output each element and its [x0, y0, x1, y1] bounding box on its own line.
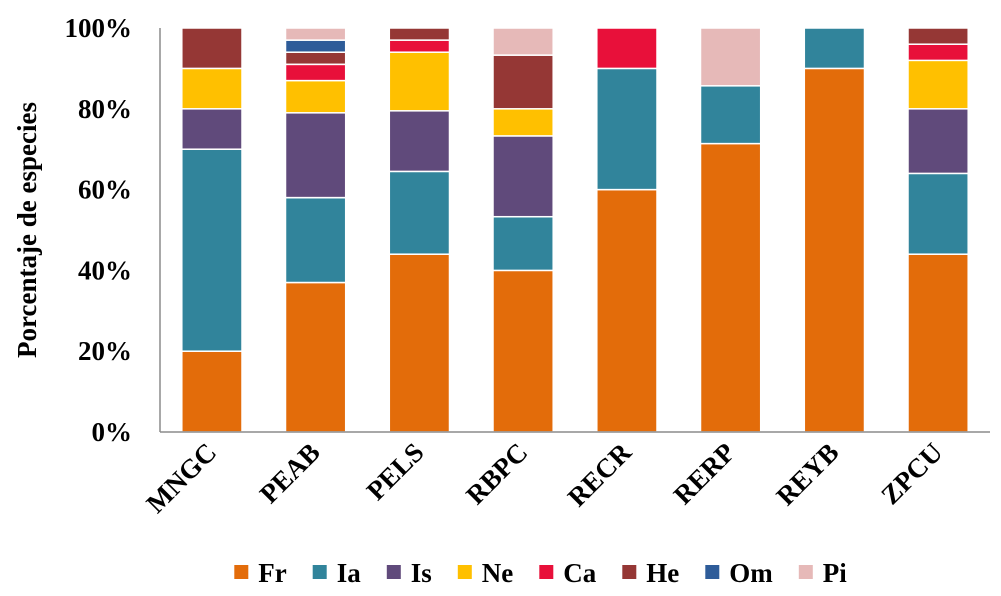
- bar-segment-ca-zpcu: [907, 43, 969, 62]
- bar-segment-he-rbpc: [492, 54, 554, 110]
- bar-segment-pi-rbpc: [492, 27, 554, 56]
- bar-segment-ca-peab: [284, 63, 347, 82]
- bar-segment-ne-zpcu: [907, 59, 969, 110]
- bar-segment-ne-peab: [284, 79, 347, 114]
- bar-segment-is-zpcu: [907, 108, 969, 175]
- bar-segment-ia-rerp: [699, 85, 762, 145]
- legend-label-om: Om: [729, 558, 773, 588]
- x-category-label: REYB: [770, 437, 844, 511]
- bar-segment-fr-rbpc: [492, 269, 554, 433]
- bars-group: [181, 27, 969, 433]
- y-tick-label: 0%: [92, 417, 133, 447]
- bar-segment-fr-pels: [388, 253, 451, 433]
- x-category-label: MNGC: [140, 437, 222, 519]
- x-axis-labels: MNGC PEAB PELS RBPC RECR RERP REYB ZPCU: [140, 437, 948, 519]
- x-category-label: RECR: [562, 437, 638, 513]
- y-tick-label: 40%: [78, 255, 132, 285]
- bar-segment-he-peab: [284, 51, 347, 66]
- bar-segment-fr-mngc: [181, 350, 243, 433]
- bar-segment-pi-rerp: [699, 27, 762, 87]
- legend-label-he: He: [646, 558, 679, 588]
- legend-label-ne: Ne: [482, 558, 513, 588]
- bar-segment-ia-pels: [388, 170, 451, 255]
- y-axis-ticks: 0% 20% 40% 60% 80% 100%: [65, 13, 133, 447]
- bar-segment-ne-rbpc: [492, 108, 554, 137]
- bar-segment-is-peab: [284, 112, 347, 199]
- bar-segment-is-pels: [388, 110, 451, 173]
- bar-segment-fr-zpcu: [907, 253, 969, 433]
- x-category-label: RERP: [668, 437, 741, 510]
- x-category-label: RBPC: [460, 437, 533, 510]
- bar-segment-ia-reyb: [803, 27, 866, 70]
- x-category-label: PELS: [361, 437, 430, 506]
- legend-swatch-ia: [312, 565, 327, 579]
- legend-label-ca: Ca: [563, 558, 596, 588]
- legend-swatch-ne: [457, 565, 472, 579]
- bar-segment-fr-peab: [284, 281, 347, 433]
- x-category-label: ZPCU: [875, 437, 948, 510]
- bar-segment-pi-peab: [284, 27, 347, 41]
- y-tick-label: 60%: [78, 175, 132, 205]
- legend-swatch-fr: [234, 565, 249, 579]
- bar-segment-ia-rbpc: [492, 215, 554, 272]
- bar-segment-he-pels: [388, 27, 451, 41]
- bar-segment-fr-recr: [596, 188, 658, 433]
- bar-segment-he-mngc: [181, 27, 243, 70]
- legend: Fr Ia Is Ne Ca He Om Pi: [234, 558, 847, 588]
- bar-segment-ca-recr: [596, 27, 658, 70]
- bar-segment-is-mngc: [181, 108, 243, 150]
- legend-swatch-ca: [539, 565, 554, 579]
- bar-segment-ca-pels: [388, 39, 451, 53]
- bar-segment-fr-reyb: [803, 67, 866, 433]
- bar-segment-is-rbpc: [492, 135, 554, 218]
- y-tick-label: 100%: [65, 13, 133, 43]
- y-tick-label: 80%: [78, 94, 132, 124]
- legend-swatch-is: [386, 565, 401, 579]
- legend-label-pi: Pi: [823, 558, 847, 588]
- bar-segment-ia-mngc: [181, 148, 243, 352]
- legend-label-fr: Fr: [258, 558, 286, 588]
- legend-swatch-he: [622, 565, 637, 579]
- legend-label-ia: Ia: [337, 558, 362, 588]
- bar-segment-ne-pels: [388, 51, 451, 112]
- legend-label-is: Is: [411, 558, 432, 588]
- bar-segment-he-zpcu: [907, 27, 969, 45]
- bar-segment-om-peab: [284, 39, 347, 53]
- bar-segment-ne-mngc: [181, 67, 243, 110]
- legend-swatch-pi: [798, 565, 813, 579]
- y-axis-title: Porcentaje de especies: [12, 102, 42, 358]
- bar-segment-ia-zpcu: [907, 172, 969, 255]
- y-tick-label: 20%: [78, 336, 132, 366]
- bar-segment-fr-rerp: [699, 142, 762, 433]
- legend-swatch-om: [705, 565, 720, 579]
- bar-segment-ia-recr: [596, 67, 658, 191]
- bar-segment-ia-peab: [284, 196, 347, 284]
- x-category-label: PEAB: [254, 437, 326, 509]
